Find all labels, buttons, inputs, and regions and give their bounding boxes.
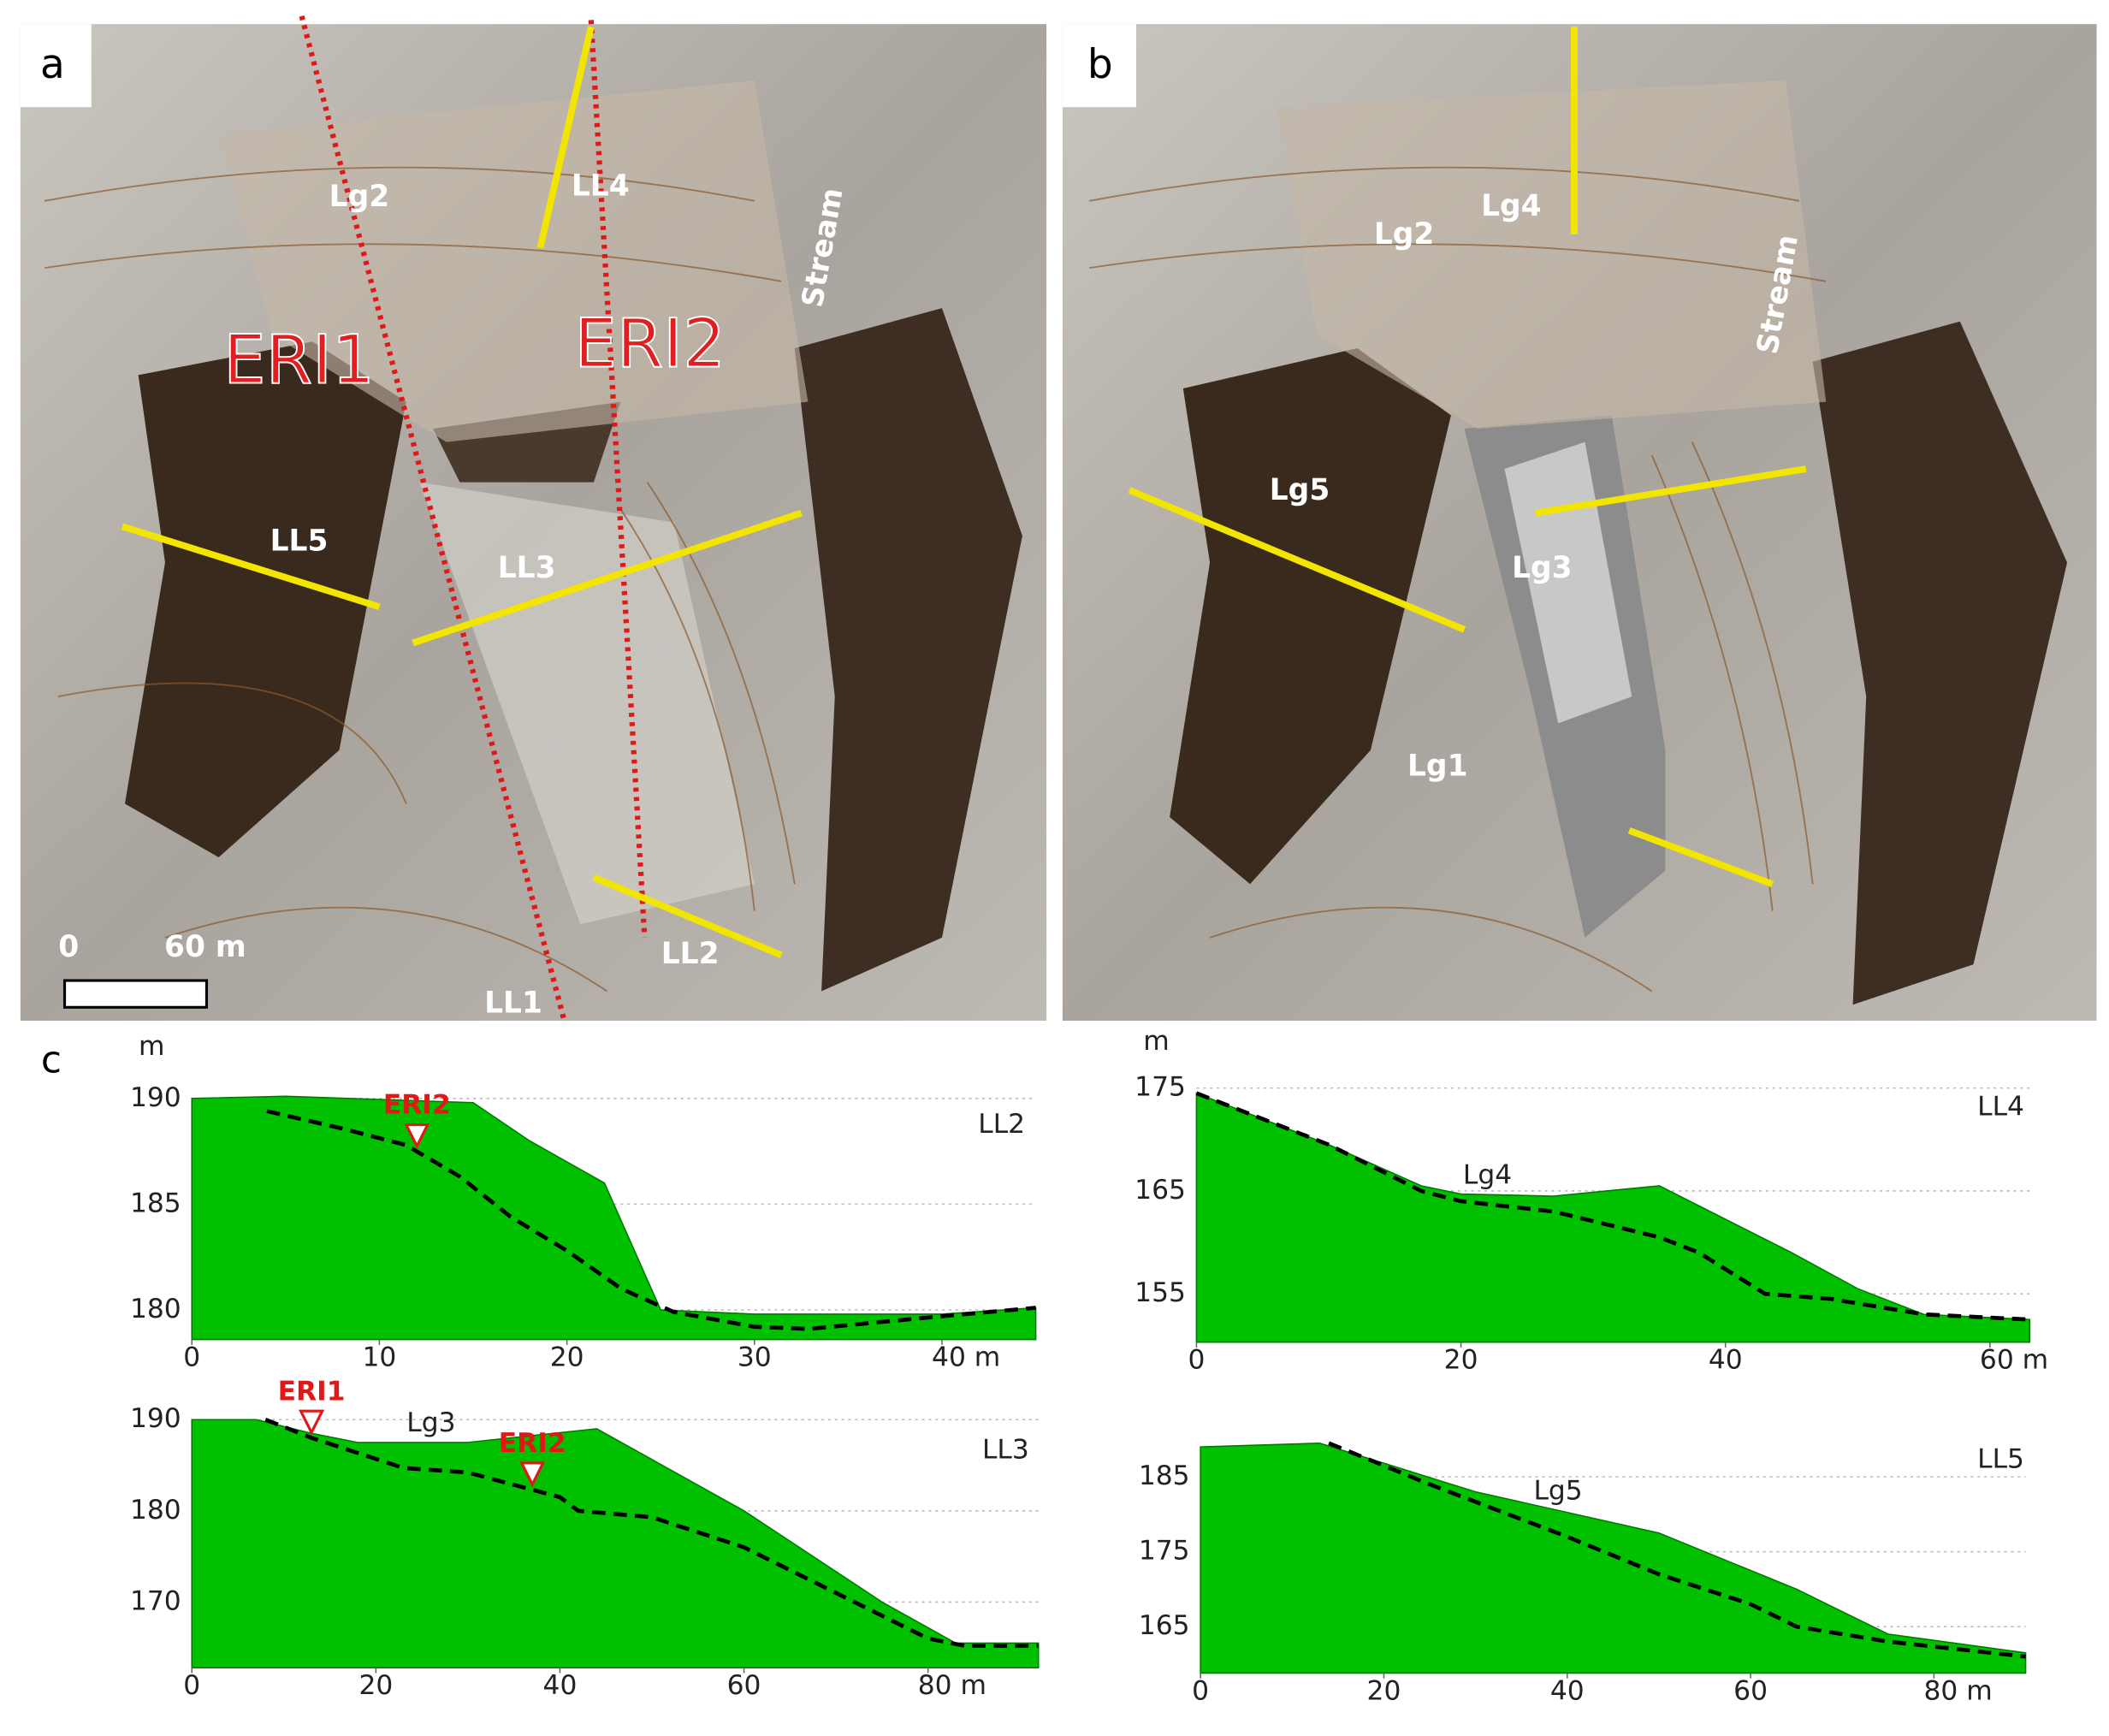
profile-label: Lg3	[406, 1407, 455, 1438]
panel-box	[1062, 24, 1137, 108]
map-a: a Lg2 LL4 Stream ERI1 ERI2 LL5 LL3 LL2 L…	[20, 15, 1047, 1022]
eri-marker	[519, 1461, 546, 1488]
terrace	[218, 80, 809, 442]
x-tick-label: 10	[363, 1342, 397, 1373]
y-tick-label: 180	[130, 1294, 181, 1324]
terrace	[419, 482, 755, 925]
contours	[1089, 166, 1827, 992]
scale-label: 60 m	[164, 930, 246, 964]
map-label: LL4	[572, 169, 630, 204]
dark-slope	[794, 308, 1022, 992]
y-tick-label: 175	[1134, 1072, 1186, 1103]
surface-area	[1195, 1092, 2031, 1343]
profile-title: LL4	[1977, 1092, 2024, 1123]
x-tick-label: 0	[1192, 1675, 1209, 1706]
x-tick-label: 40	[543, 1670, 578, 1701]
x-tick-label: 0	[183, 1670, 200, 1701]
scale-label: 0	[58, 930, 79, 964]
x-tick-label: 40	[1550, 1675, 1585, 1706]
map-label: Lg3	[1512, 551, 1573, 585]
eri-marker	[299, 1409, 325, 1436]
x-tick-label: 30	[738, 1342, 772, 1373]
dark-slope	[124, 341, 406, 857]
eri-line	[299, 15, 567, 1022]
map-label: Lg4	[1481, 189, 1542, 223]
base-line	[1328, 1441, 2026, 1659]
y-tick-label: 190	[130, 1403, 181, 1434]
profile-lines	[1128, 27, 1807, 887]
map-label: LL5	[270, 524, 329, 559]
y-tick-label: 190	[130, 1082, 181, 1113]
contours	[44, 166, 796, 992]
panel-label: c	[41, 1039, 62, 1082]
surface-area	[191, 1419, 1040, 1668]
profile-label: Lg4	[1463, 1159, 1512, 1190]
surface-area	[1200, 1442, 2027, 1674]
map-label: ERI1	[223, 321, 375, 399]
x-tick-label: 80 m	[918, 1670, 986, 1701]
x-tick-label: 0	[183, 1342, 200, 1373]
profile-title: LL3	[982, 1435, 1029, 1466]
map-b: b Lg4 Lg2 Stream Lg5 Lg3 Lg1	[1062, 24, 2097, 1021]
y-tick-label: 165	[1139, 1610, 1190, 1641]
x-tick-label: 80 m	[1923, 1675, 1992, 1706]
profile-label: Lg5	[1533, 1475, 1582, 1506]
x-tick-label: 60 m	[1980, 1345, 2048, 1376]
profile-lines	[121, 26, 803, 958]
map-label: Lg1	[1407, 750, 1468, 784]
map-label: Lg5	[1270, 473, 1330, 507]
panel-box	[20, 24, 92, 108]
dark-slope	[1812, 321, 2068, 1005]
x-tick-label: 60	[727, 1670, 761, 1701]
y-tick-label: 185	[1139, 1460, 1190, 1491]
eri-marker	[404, 1123, 430, 1150]
x-tick-label: 40	[1709, 1345, 1743, 1376]
x-tick-label: 20	[550, 1342, 584, 1373]
y-tick-label: 185	[130, 1188, 181, 1218]
eri-label: ERI2	[383, 1090, 451, 1121]
y-unit: m	[139, 1031, 164, 1062]
x-tick-label: 20	[358, 1670, 393, 1701]
panel-label: b	[1087, 41, 1113, 88]
profile-title: LL5	[1977, 1443, 2024, 1474]
y-tick-label: 175	[1139, 1536, 1190, 1567]
eri-label: ERI1	[278, 1376, 346, 1407]
map-label: Lg2	[329, 180, 390, 214]
x-tick-label: 60	[1733, 1675, 1768, 1706]
map-label: Lg2	[1374, 217, 1435, 252]
x-tick-label: 20	[1444, 1345, 1478, 1376]
scale-bar	[62, 979, 209, 1009]
y-tick-label: 170	[130, 1585, 181, 1616]
map-label: LL1	[484, 986, 542, 1021]
y-tick-label: 165	[1134, 1175, 1186, 1206]
map-label: ERI2	[574, 305, 726, 383]
x-tick-label: 40 m	[932, 1342, 1000, 1373]
y-tick-label: 180	[130, 1495, 181, 1526]
y-tick-label: 155	[1134, 1277, 1186, 1308]
eri-label: ERI2	[499, 1428, 566, 1459]
panel-label: a	[40, 41, 65, 88]
surface-area	[191, 1095, 1037, 1341]
eri-line	[588, 20, 648, 939]
map-label: LL3	[498, 551, 556, 585]
x-tick-label: 20	[1367, 1675, 1401, 1706]
map-label: LL2	[661, 937, 720, 971]
base-line	[264, 1418, 1039, 1648]
y-unit: m	[1143, 1026, 1170, 1057]
x-tick-label: 0	[1188, 1345, 1205, 1376]
dark-slope	[1170, 348, 1451, 885]
profile-title: LL2	[978, 1109, 1025, 1140]
